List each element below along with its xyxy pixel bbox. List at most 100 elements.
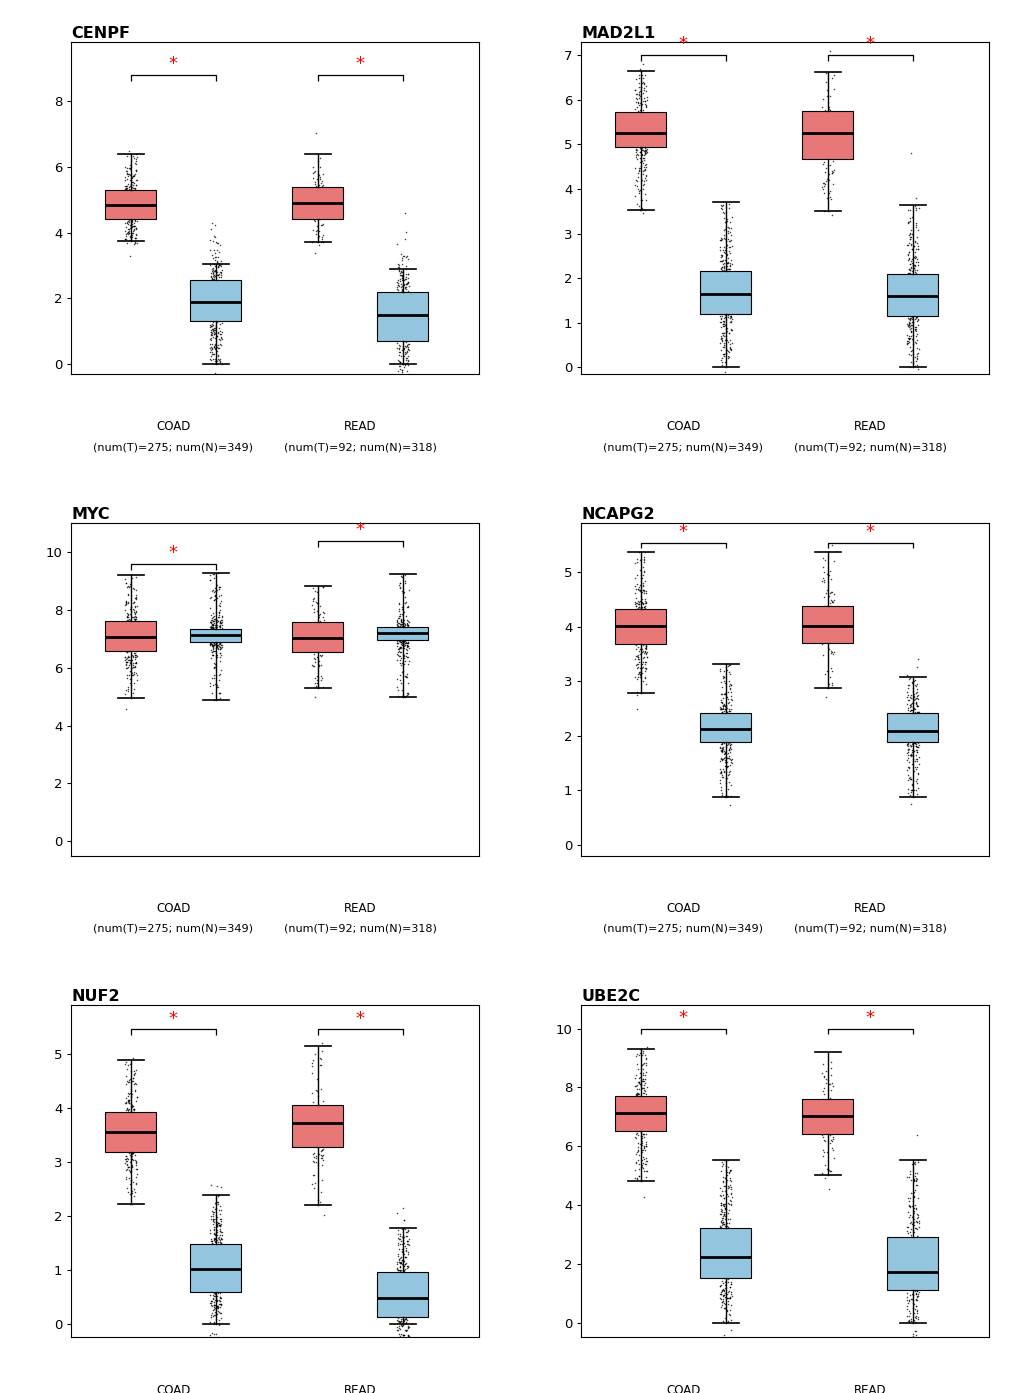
Point	[207, 305, 223, 327]
Point	[904, 270, 920, 293]
Point	[211, 1226, 227, 1248]
Point	[209, 1206, 225, 1229]
Point	[127, 181, 144, 203]
Point	[630, 100, 646, 123]
Point	[904, 688, 920, 710]
Point	[117, 1124, 133, 1146]
Point	[627, 79, 643, 102]
Point	[393, 684, 410, 706]
Point	[399, 354, 416, 376]
Point	[389, 348, 406, 371]
Point	[393, 614, 410, 637]
Point	[212, 612, 228, 634]
Point	[127, 199, 144, 221]
Point	[397, 341, 414, 364]
Point	[212, 659, 228, 681]
Point	[628, 121, 644, 143]
Point	[120, 1180, 137, 1202]
Point	[634, 53, 650, 75]
Point	[207, 1223, 223, 1245]
Point	[397, 1270, 414, 1293]
Point	[120, 1133, 137, 1155]
Point	[213, 1277, 229, 1300]
Point	[823, 173, 840, 195]
Point	[211, 1270, 227, 1293]
Point	[120, 163, 137, 185]
Point	[714, 1195, 731, 1217]
Point	[119, 1116, 136, 1138]
Point	[635, 128, 651, 150]
Point	[629, 599, 645, 621]
Point	[909, 286, 925, 308]
Point	[210, 295, 226, 318]
Point	[819, 644, 836, 666]
Point	[399, 323, 416, 345]
Point	[391, 295, 408, 318]
Point	[119, 610, 136, 632]
Point	[819, 1080, 836, 1102]
Point	[712, 276, 729, 298]
Point	[395, 320, 412, 343]
Point	[628, 617, 644, 639]
Point	[903, 1233, 919, 1255]
Point	[636, 600, 652, 623]
Point	[721, 1273, 738, 1295]
Point	[306, 1163, 322, 1185]
Point	[716, 1248, 733, 1270]
Point	[125, 642, 142, 664]
Point	[396, 1289, 413, 1311]
Point	[717, 338, 734, 361]
Point	[904, 1237, 920, 1259]
Point	[637, 182, 653, 205]
Point	[306, 192, 322, 215]
Point	[630, 100, 646, 123]
Point	[127, 586, 144, 609]
Point	[390, 1229, 407, 1251]
Point	[391, 1286, 408, 1308]
Point	[211, 600, 227, 623]
Point	[900, 313, 916, 336]
Point	[117, 641, 133, 663]
Point	[119, 1177, 136, 1199]
Point	[392, 1293, 409, 1315]
Point	[209, 1328, 225, 1350]
Point	[718, 272, 735, 294]
Point	[903, 775, 919, 797]
Point	[396, 1245, 413, 1268]
Point	[900, 327, 916, 350]
Point	[205, 1282, 221, 1304]
Point	[719, 1311, 736, 1333]
Point	[209, 249, 225, 272]
Point	[118, 212, 135, 234]
Point	[202, 568, 218, 591]
Point	[397, 330, 414, 352]
Point	[636, 641, 652, 663]
Point	[633, 612, 649, 634]
Point	[814, 610, 830, 632]
Point	[712, 1211, 729, 1233]
Point	[637, 1060, 653, 1082]
Point	[712, 325, 729, 347]
Point	[711, 244, 728, 266]
Point	[901, 720, 917, 742]
Point	[213, 1276, 229, 1298]
Point	[388, 301, 405, 323]
Point	[127, 169, 144, 191]
Point	[123, 184, 140, 206]
Point	[202, 1311, 218, 1333]
Point	[905, 670, 921, 692]
Point	[313, 1048, 329, 1070]
Point	[117, 188, 133, 210]
Point	[903, 726, 919, 748]
Point	[119, 638, 136, 660]
Point	[715, 1227, 732, 1250]
Point	[824, 145, 841, 167]
Point	[213, 1220, 229, 1243]
Point	[389, 1307, 406, 1329]
Point	[209, 676, 225, 698]
Point	[392, 1230, 409, 1252]
Point	[631, 1103, 647, 1126]
Point	[628, 618, 644, 641]
Point	[908, 722, 924, 744]
Point	[211, 1268, 227, 1290]
